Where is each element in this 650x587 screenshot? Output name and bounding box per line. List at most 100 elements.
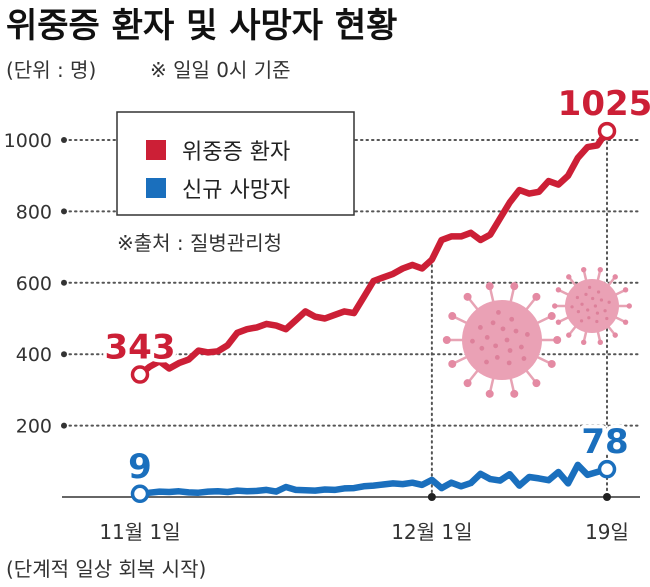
- virus-dot: [599, 298, 604, 302]
- series-line-0: [136, 127, 611, 378]
- virus-spike-tip: [547, 359, 556, 368]
- virus-dot: [504, 337, 510, 343]
- virus-dot: [587, 285, 592, 289]
- virus-dot: [490, 320, 496, 326]
- series-end-point: [597, 459, 617, 479]
- virus-spike-tip: [442, 336, 451, 344]
- x-tick-label: 19일: [585, 520, 629, 544]
- virus-spike-tip: [532, 379, 541, 388]
- virus-dot: [484, 359, 489, 365]
- x-tick-dot: [427, 493, 436, 501]
- series-end-label: 78: [581, 422, 628, 462]
- virus-spike-tip: [448, 312, 457, 321]
- virus-spike-tip: [622, 287, 629, 293]
- y-tick-label: 400: [16, 344, 52, 366]
- legend-label-severe: 위중증 환자: [182, 140, 290, 165]
- virus-spike-tip: [552, 303, 558, 309]
- virus-dot: [518, 344, 524, 350]
- virus-spike-tip: [581, 339, 587, 346]
- virus-dot: [607, 300, 611, 304]
- virus-spike-tip: [485, 282, 494, 291]
- virus-dot: [575, 295, 580, 300]
- virus-dot: [584, 292, 588, 297]
- series-start-label: 9: [128, 447, 152, 487]
- virus-dot: [579, 319, 584, 323]
- y-tick-dot: [61, 422, 67, 429]
- virus-spike-tip: [622, 319, 629, 325]
- virus-dot: [593, 304, 597, 308]
- virus-dot: [586, 308, 590, 312]
- virus-dot: [595, 311, 600, 315]
- series-layer: 343 1025 9 78: [101, 81, 650, 504]
- virus-spike-tip: [532, 292, 541, 301]
- series-line-1: [136, 461, 611, 498]
- y-axis-ticks: 200 400 600 800 1000: [4, 130, 52, 438]
- series-start-point: [130, 484, 150, 504]
- virus-spike-tip: [510, 389, 519, 398]
- virus-dot: [587, 316, 591, 320]
- virus-spike-tip: [547, 312, 556, 321]
- virus-dot: [507, 348, 513, 353]
- y-tick-dot: [61, 351, 67, 358]
- virus-dot: [591, 296, 595, 301]
- virus-illustration: [442, 266, 632, 398]
- virus-spike-tip: [581, 266, 587, 273]
- virus-dot: [479, 345, 485, 351]
- virus-spike-tip: [553, 336, 562, 344]
- virus-dot: [570, 305, 574, 309]
- y-tick-label: 200: [16, 416, 52, 438]
- virus-dot: [496, 309, 501, 315]
- virus-dot: [605, 316, 609, 321]
- virus-large: [442, 282, 562, 398]
- virus-spike-tip: [555, 287, 562, 293]
- source-note: ※출처 : 질병관리청: [117, 231, 282, 255]
- virus-dot: [493, 343, 499, 349]
- virus-dot: [477, 325, 483, 330]
- virus-spike-tip: [485, 389, 494, 398]
- legend: 위중증 환자 신규 사망자: [116, 111, 355, 216]
- legend-label-deaths: 신규 사망자: [182, 178, 290, 203]
- virus-spike-tip: [566, 274, 572, 280]
- virus-spike-tip: [555, 319, 562, 325]
- x-tick-label: 11월 1일: [99, 520, 180, 544]
- virus-spike-tip: [597, 266, 603, 273]
- series-start-label: 343: [105, 328, 176, 368]
- legend-swatch-deaths: [146, 178, 166, 198]
- y-tick-label: 600: [16, 273, 52, 295]
- virus-dot: [509, 316, 515, 322]
- virus-spike-tip: [612, 274, 618, 280]
- virus-spike-tip: [566, 332, 572, 338]
- virus-spike-tip: [626, 303, 632, 309]
- virus-dot: [484, 334, 490, 340]
- series-end-label: 1025: [558, 84, 650, 124]
- virus-dot: [513, 328, 519, 334]
- virus-dot: [521, 356, 527, 361]
- virus-dot: [603, 309, 607, 313]
- virus-body: [565, 279, 619, 333]
- virus-dot: [596, 290, 601, 294]
- virus-spike-tip: [510, 282, 519, 291]
- virus-spike-tip: [448, 359, 457, 368]
- unit-label: (단위 : 명): [6, 58, 96, 82]
- virus-spike-tip: [597, 339, 603, 346]
- basis-note: ※ 일일 0시 기준: [150, 58, 291, 82]
- virus-dot: [580, 302, 584, 306]
- x-tick-label: 12월 1일: [391, 520, 472, 544]
- virus-spike-tip: [612, 332, 618, 338]
- series-end-point: [597, 121, 617, 141]
- x-axis-ticks: 11월 1일 (단계적 일상 회복 시작) 12월 1일 19일: [6, 130, 629, 581]
- x-tick-sublabel: (단계적 일상 회복 시작): [6, 557, 206, 581]
- virus-spike-tip: [463, 292, 472, 301]
- y-tick-label: 1000: [4, 130, 52, 152]
- chart-title: 위중증 환자 및 사망자 현황: [6, 6, 397, 46]
- x-tick-dot: [603, 493, 611, 501]
- virus-dot: [500, 326, 506, 332]
- virus-dot: [470, 338, 475, 344]
- legend-swatch-severe: [146, 140, 166, 160]
- virus-dot: [524, 332, 530, 337]
- virus-dot: [595, 319, 599, 324]
- y-tick-dot: [61, 208, 67, 215]
- virus-small: [552, 266, 632, 346]
